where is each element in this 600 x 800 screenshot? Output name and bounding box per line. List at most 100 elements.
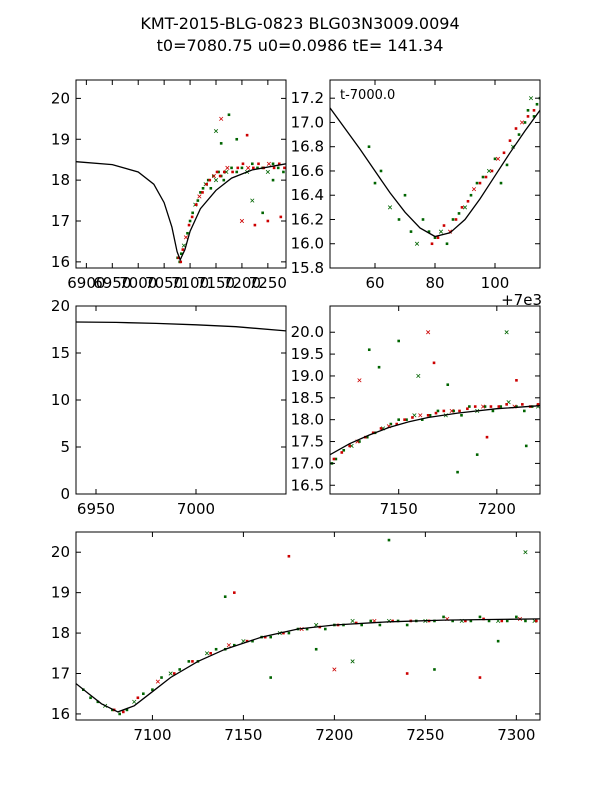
panel-5-red-point: [172, 672, 176, 675]
panel-5-green-point: [487, 619, 491, 623]
panel-4-y-tick-label: 20.0: [291, 323, 324, 341]
panel-1-red-point: [241, 162, 245, 166]
panel-5-green-point: [378, 623, 382, 627]
panel-2-red-point: [514, 127, 518, 130]
panel-2-red-point: [460, 206, 464, 209]
panel-1-red-point: [236, 166, 240, 170]
panel-1-green-point: [199, 191, 202, 194]
panel-2-green-point: [421, 218, 425, 221]
panel-1-green-point: [201, 187, 205, 190]
panel-2-x-tick-label: 80: [425, 274, 444, 292]
panel-2-red-point: [526, 115, 530, 118]
panel-1-model-curve: [76, 161, 286, 262]
panel-4-y-tick-label: 18.0: [291, 411, 324, 429]
panel-5-red-point: [287, 554, 291, 558]
panel-2-green-point: [457, 212, 461, 215]
panel-1-green-point: [261, 211, 264, 215]
panel-1-x-tick-label: 6950: [93, 274, 131, 292]
panel-5-red-point: [354, 621, 358, 625]
panel-5: 7100 7150 7200 7250 7300 16 17 18 19 20: [51, 531, 541, 744]
panel-1-red-cross-point: [183, 235, 189, 240]
panel-3-y-tick-label: 5: [60, 438, 70, 456]
panel-5-x-tick-label: 7250: [406, 726, 444, 744]
panel-2-green-point: [403, 193, 407, 197]
panel-5-green-point: [387, 538, 391, 542]
panel-2-red-point: [478, 181, 482, 185]
panel-5-green-point: [360, 623, 363, 627]
panel-4-red-point: [434, 411, 438, 415]
panel-5-y-tick-label: 19: [51, 584, 70, 602]
panel-2-green-cross-point: [438, 229, 444, 234]
panel-1-red-point: [208, 178, 212, 182]
panel-4-red-point: [485, 435, 489, 439]
panel-3-y-tick-label: 15: [51, 344, 70, 362]
panel-4-red-point: [515, 379, 518, 382]
panel-5-green-cross-point: [132, 699, 137, 704]
panel-2-axes-frame: [329, 79, 541, 269]
panel-1-red-point: [257, 162, 260, 166]
panel-1-plot-area: [76, 113, 286, 264]
panel-2-x-tick-label: 100: [481, 274, 510, 292]
panel-5-green-point: [524, 619, 527, 623]
panel-1-red-cross-point: [197, 194, 202, 199]
panel-5-x-tick-label: 7100: [133, 726, 171, 744]
panel-1-red-point: [231, 170, 234, 174]
panel-4-red-point: [536, 403, 540, 406]
panel-4-red-point: [521, 403, 524, 406]
panel-4-red-point: [395, 422, 399, 426]
panel-1-green-point: [282, 170, 285, 174]
panel-4-axes-frame: [329, 305, 541, 495]
panel-5-green-point: [469, 619, 473, 623]
panel-4-red-point: [432, 361, 436, 365]
panel-5-green-point: [451, 619, 454, 623]
panel-5-green-point: [287, 631, 291, 635]
panel-5-red-point: [263, 635, 267, 639]
panel-2-green-point: [526, 109, 530, 112]
panel-5-green-cross-point: [523, 550, 528, 555]
panel-5-green-point: [323, 627, 327, 631]
panel-1-green-point: [206, 178, 210, 182]
panel-4-model-curve: [330, 405, 540, 456]
panel-4-green-point: [515, 405, 518, 408]
panel-1-red-point: [181, 248, 185, 251]
panel-3-x-tick-label: 7000: [177, 500, 215, 518]
panel-5-green-point: [369, 619, 373, 623]
panel-5-y-tick-label: 20: [51, 543, 70, 561]
panel-4-red-cross-point: [426, 330, 431, 335]
panel-5-red-point: [405, 672, 409, 675]
panel-5-red-point: [245, 639, 249, 643]
panel-4: 7150 7200 16.5 17.0 17.5 18.0 18.5 19.0 19.5 20.0: [291, 305, 541, 518]
panel-2-y-tick-label: 17.2: [291, 89, 324, 107]
panel-4-green-point: [405, 418, 408, 421]
panel-5-red-cross-point: [155, 679, 160, 684]
panel-5-red-point: [282, 631, 285, 635]
panel-3-y-tick-label: 20: [51, 297, 70, 315]
panel-4-red-point: [466, 407, 469, 411]
panel-4-red-point: [458, 409, 461, 413]
panel-1-green-point: [219, 142, 223, 145]
panel-2-red-point: [490, 169, 494, 173]
panel-2-y-tick-label: 16.8: [291, 138, 324, 156]
panel-2-x-tick-label: 60: [365, 274, 384, 292]
panel-4-red-point: [426, 414, 430, 417]
panel-4-y-tick-label: 16.5: [291, 476, 324, 494]
panel-5-red-point: [136, 696, 140, 700]
panel-5-x-tick-label: 7300: [497, 726, 535, 744]
panel-2-red-point: [442, 224, 446, 227]
panel-5-green-point: [251, 639, 254, 643]
panel-1-y-tick-label: 20: [51, 89, 70, 107]
panel-1-x-tick-label: 7000: [119, 274, 157, 292]
panel-2-green-point: [535, 102, 539, 106]
panel-4-green-point: [428, 414, 432, 417]
panel-4-green-point: [389, 422, 393, 426]
panel-1-green-point: [276, 166, 280, 170]
panel-1-red-point: [283, 166, 286, 170]
panel-4-x-tick-label: 7150: [380, 500, 418, 518]
panel-2-y-tick-label: 16.2: [291, 210, 324, 228]
panel-5-red-point: [391, 619, 394, 623]
panel-2-green-point: [469, 193, 473, 197]
panel-1-green-point: [188, 219, 192, 223]
panel-1-red-point: [201, 191, 204, 194]
panel-2-green-point: [505, 163, 509, 167]
panel-2-y-tick-label: 16.4: [291, 186, 324, 204]
